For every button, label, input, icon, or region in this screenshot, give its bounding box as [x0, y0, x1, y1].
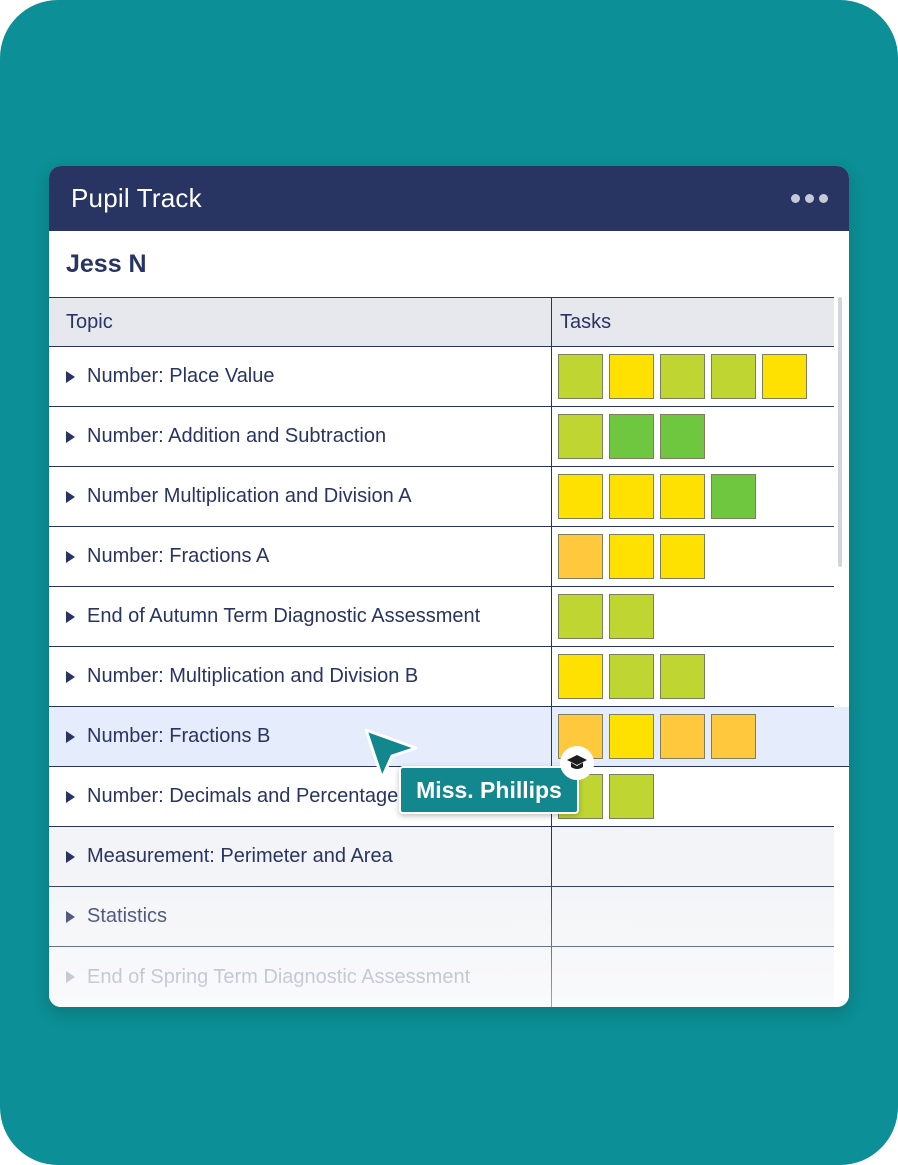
tasks-cell: [552, 467, 834, 526]
table-body: Number: Place Value Number: Addition and …: [49, 347, 849, 1007]
tasks-cell: [552, 827, 834, 886]
scrollbar[interactable]: [838, 297, 842, 567]
task-square[interactable]: [609, 534, 654, 579]
tasks-cell: [552, 527, 834, 586]
table-row[interactable]: Statistics: [49, 887, 834, 947]
expand-caret-icon[interactable]: [66, 910, 75, 923]
task-square[interactable]: [660, 714, 705, 759]
tasks-cell: [552, 347, 834, 406]
table-row[interactable]: End of Spring Term Diagnostic Assessment: [49, 947, 834, 1007]
task-square[interactable]: [609, 474, 654, 519]
task-square[interactable]: [558, 414, 603, 459]
table-row[interactable]: Measurement: Perimeter and Area: [49, 827, 834, 887]
pupil-track-panel: Pupil Track Jess N Topic Tasks Number: P…: [49, 166, 849, 1007]
expand-caret-icon[interactable]: [66, 790, 75, 803]
task-square[interactable]: [711, 474, 756, 519]
table-row[interactable]: Number: Multiplication and Division B: [49, 647, 834, 707]
topic-cell: Number: Multiplication and Division B: [49, 647, 552, 706]
task-square[interactable]: [609, 414, 654, 459]
topic-cell: End of Autumn Term Diagnostic Assessment: [49, 587, 552, 646]
tasks-cell: [552, 647, 834, 706]
table-row[interactable]: Number: Place Value: [49, 347, 834, 407]
task-square[interactable]: [558, 474, 603, 519]
tasks-cell: [552, 887, 834, 946]
tasks-cell: [552, 707, 849, 766]
topic-label: Number: Decimals and Percentages: [87, 785, 409, 807]
tasks-column-header: Tasks: [560, 310, 612, 333]
table-row[interactable]: Number Multiplication and Division A: [49, 467, 834, 527]
tasks-cell: [552, 587, 834, 646]
task-square[interactable]: [762, 354, 807, 399]
tasks-cell: [552, 767, 834, 826]
task-square[interactable]: [558, 654, 603, 699]
task-square[interactable]: [660, 654, 705, 699]
topic-cell: Number Multiplication and Division A: [49, 467, 552, 526]
topic-label: Number: Addition and Subtraction: [87, 425, 387, 447]
task-square[interactable]: [558, 534, 603, 579]
topic-cell: Number: Place Value: [49, 347, 552, 406]
more-options-icon[interactable]: [791, 194, 828, 203]
collaborator-name: Miss. Phillips: [416, 776, 562, 803]
expand-caret-icon[interactable]: [66, 490, 75, 503]
task-square[interactable]: [711, 714, 756, 759]
topic-label: Number: Fractions B: [87, 725, 271, 747]
cursor-arrow-icon: [364, 728, 418, 780]
expand-caret-icon[interactable]: [66, 670, 75, 683]
topic-label: End of Spring Term Diagnostic Assessment: [87, 965, 471, 988]
table-row[interactable]: Number: Addition and Subtraction: [49, 407, 834, 467]
expand-caret-icon[interactable]: [66, 610, 75, 623]
topic-cell: Statistics: [49, 887, 552, 946]
topic-table: Topic Tasks Number: Place Value Number: A…: [49, 297, 849, 1007]
topic-label: Number Multiplication and Division A: [87, 485, 412, 507]
table-row[interactable]: Number: Fractions B: [49, 707, 849, 767]
task-square[interactable]: [609, 654, 654, 699]
task-square[interactable]: [660, 534, 705, 579]
pupil-name: Jess N: [66, 249, 147, 278]
topic-label: Number: Place Value: [87, 365, 275, 387]
graduation-cap-icon: [560, 746, 594, 780]
task-square[interactable]: [711, 354, 756, 399]
panel-title: Pupil Track: [71, 183, 202, 213]
task-square[interactable]: [660, 414, 705, 459]
task-square[interactable]: [660, 354, 705, 399]
topic-label: Number: Fractions A: [87, 545, 270, 567]
tasks-cell: [552, 407, 834, 466]
table-header: Topic Tasks: [49, 297, 834, 347]
task-square[interactable]: [609, 594, 654, 639]
expand-caret-icon[interactable]: [66, 430, 75, 443]
panel-header: Pupil Track: [49, 166, 849, 231]
topic-label: Statistics: [87, 905, 168, 927]
table-row[interactable]: End of Autumn Term Diagnostic Assessment: [49, 587, 834, 647]
collaborator-name-tag: Miss. Phillips: [399, 766, 579, 814]
topic-label: Number: Multiplication and Division B: [87, 665, 419, 687]
topic-cell: End of Spring Term Diagnostic Assessment: [49, 947, 552, 1007]
table-row[interactable]: Number: Fractions A: [49, 527, 834, 587]
task-square[interactable]: [609, 354, 654, 399]
expand-caret-icon[interactable]: [66, 971, 75, 983]
topic-cell: Number: Fractions A: [49, 527, 552, 586]
topic-cell: Number: Fractions B: [49, 707, 552, 766]
task-square[interactable]: [609, 774, 654, 819]
topic-label: End of Autumn Term Diagnostic Assessment: [87, 605, 481, 627]
expand-caret-icon[interactable]: [66, 370, 75, 383]
expand-caret-icon[interactable]: [66, 550, 75, 563]
task-square[interactable]: [558, 594, 603, 639]
topic-cell: Measurement: Perimeter and Area: [49, 827, 552, 886]
topic-column-header: Topic: [49, 298, 552, 346]
task-square[interactable]: [609, 714, 654, 759]
task-square[interactable]: [660, 474, 705, 519]
topic-cell: Number: Addition and Subtraction: [49, 407, 552, 466]
topic-label: Measurement: Perimeter and Area: [87, 845, 393, 867]
expand-caret-icon[interactable]: [66, 730, 75, 743]
tasks-cell: [552, 947, 834, 1007]
task-square[interactable]: [558, 354, 603, 399]
expand-caret-icon[interactable]: [66, 850, 75, 863]
